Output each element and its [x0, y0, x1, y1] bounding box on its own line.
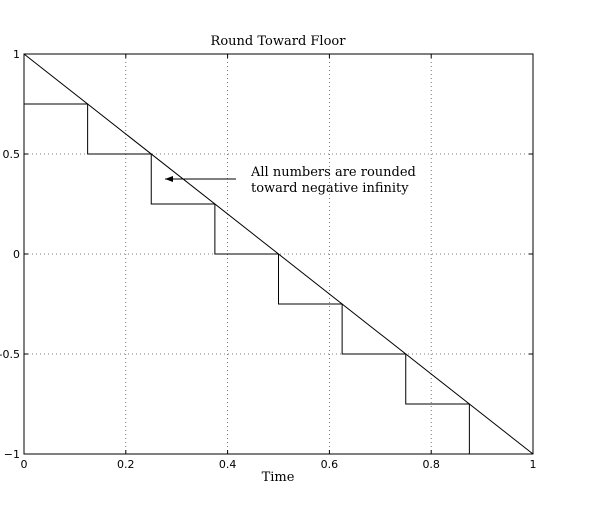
series-layer [23, 53, 534, 455]
step-series-line [24, 103, 533, 455]
x-tick-label: 0.8 [422, 458, 440, 471]
y-ticks: −1 -0.5 0 0.5 1 [0, 48, 533, 461]
x-tick-label: 0 [21, 458, 28, 471]
y-tick-label: -0.5 [0, 348, 20, 361]
annotation: All numbers are rounded toward negative … [165, 165, 416, 196]
y-tick-label: 0 [13, 248, 20, 261]
x-axis-label: Time [262, 470, 295, 485]
x-ticks: 0 0.2 0.4 0.6 0.8 1 [21, 54, 537, 471]
annotation-line-1: All numbers are rounded [250, 165, 416, 180]
x-tick-label: 0.6 [321, 458, 339, 471]
x-tick-label: 1 [530, 458, 537, 471]
y-tick-label: 1 [13, 48, 20, 61]
x-tick-label: 0.4 [219, 458, 237, 471]
annotation-arrow-head [165, 176, 173, 182]
annotation-line-2: toward negative infinity [251, 181, 409, 196]
x-tick-label: 0.2 [117, 458, 135, 471]
chart-title: Round Toward Floor [211, 34, 347, 49]
y-tick-label: −1 [4, 448, 20, 461]
y-tick-label: 0.5 [3, 148, 21, 161]
